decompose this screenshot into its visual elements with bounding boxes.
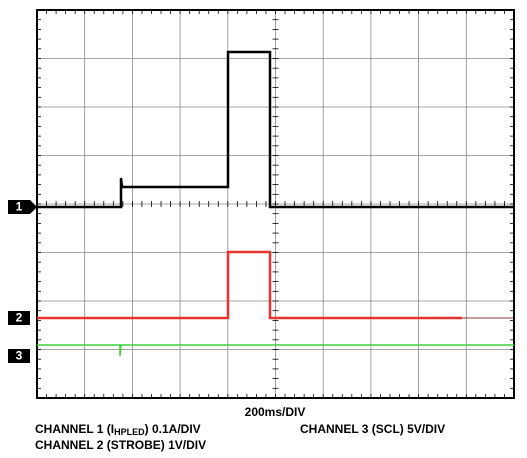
marker-label: 2 bbox=[16, 311, 23, 325]
caption-subscript: HPLED bbox=[114, 427, 145, 437]
channel-2-trace bbox=[37, 250, 462, 320]
caption-text: ) 0.1A/DIV bbox=[145, 422, 201, 436]
marker-label: 1 bbox=[16, 200, 23, 214]
channel-2-marker: 2 bbox=[8, 311, 30, 325]
screen-border bbox=[36, 9, 515, 399]
channel-3-marker: 3 bbox=[8, 349, 30, 363]
channel-3-trace bbox=[37, 344, 514, 357]
channel-1-trace bbox=[37, 50, 514, 209]
caption-channel-2: CHANNEL 2 (STROBE) 1V/DIV bbox=[35, 438, 206, 452]
marker-label: 3 bbox=[16, 349, 23, 363]
channel-1-marker: 1 bbox=[8, 200, 37, 214]
caption-text: CHANNEL 1 (I bbox=[35, 422, 114, 436]
graticule bbox=[37, 10, 514, 398]
caption-channel-1: CHANNEL 1 (IHPLED) 0.1A/DIV bbox=[35, 422, 201, 437]
caption-channel-3: CHANNEL 3 (SCL) 5V/DIV bbox=[300, 422, 445, 436]
timebase: 200ms/DIV bbox=[245, 405, 306, 419]
